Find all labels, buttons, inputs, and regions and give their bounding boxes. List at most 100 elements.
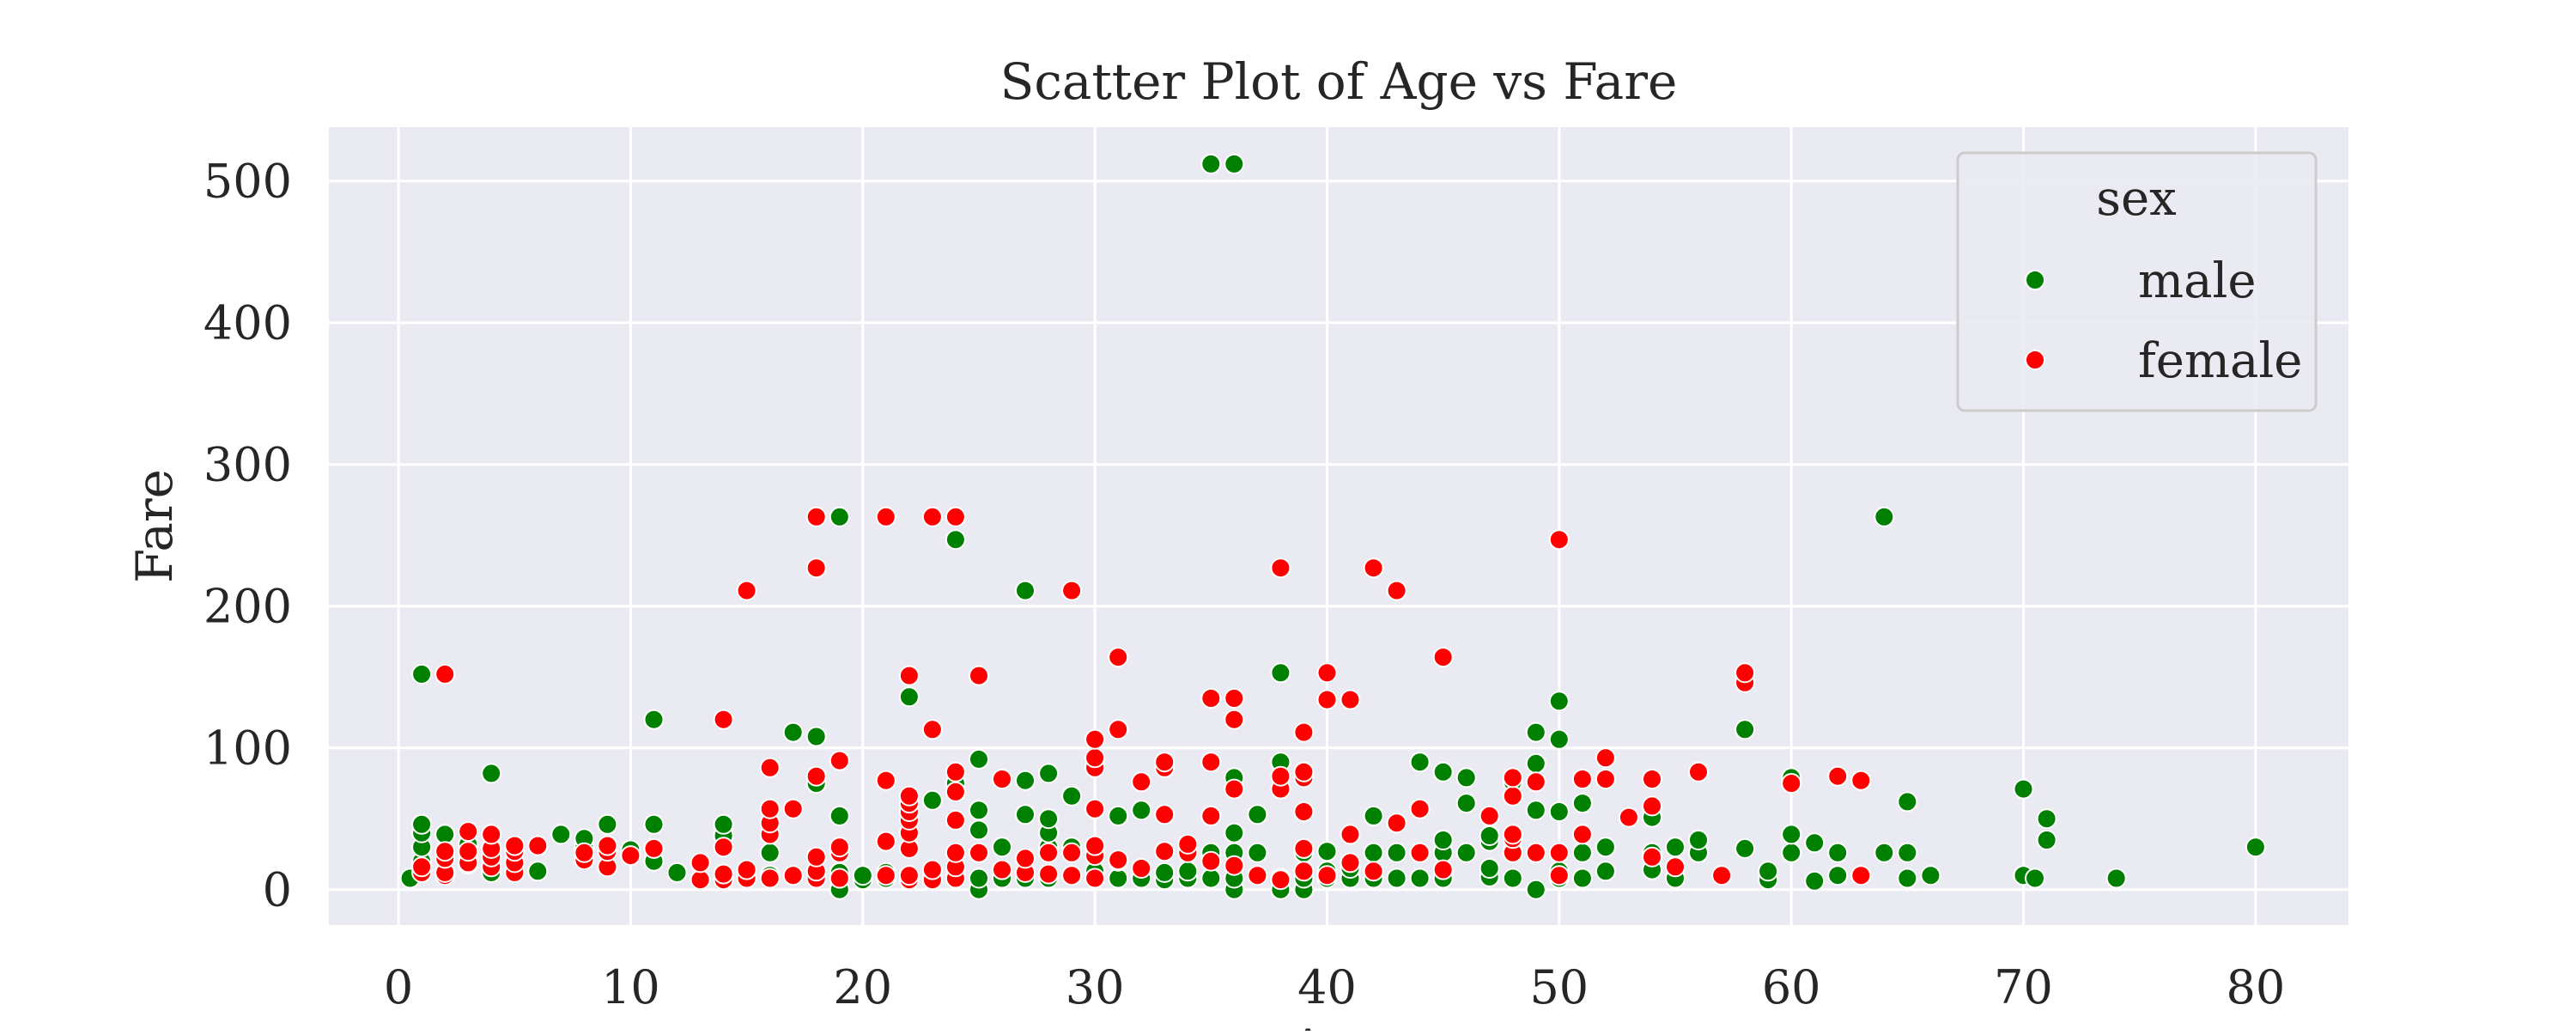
data-point xyxy=(1363,861,1384,882)
data-point xyxy=(1293,861,1315,882)
data-point xyxy=(1618,807,1639,828)
y-tick-label: 500 xyxy=(204,155,292,209)
legend-marker xyxy=(2025,350,2045,370)
data-point xyxy=(1247,804,1268,825)
data-point xyxy=(690,852,711,874)
data-point xyxy=(1061,865,1083,886)
data-point xyxy=(1200,805,1222,826)
data-point xyxy=(1920,865,1941,886)
data-point xyxy=(1827,842,1849,863)
data-point xyxy=(875,506,896,527)
data-point xyxy=(1270,557,1291,579)
data-point xyxy=(1455,842,1477,863)
data-point xyxy=(759,868,781,889)
data-point xyxy=(852,865,873,886)
data-point xyxy=(1502,824,1523,845)
data-point xyxy=(1711,865,1733,886)
data-point xyxy=(1548,529,1570,551)
data-point xyxy=(1688,761,1709,782)
data-point xyxy=(2013,778,2034,800)
data-point xyxy=(1015,770,1036,791)
data-point xyxy=(1270,869,1291,891)
y-tick-label: 100 xyxy=(204,721,292,776)
data-point xyxy=(992,859,1012,880)
data-point xyxy=(1154,804,1176,825)
x-tick-label: 30 xyxy=(1066,960,1125,1014)
legend-items: male female xyxy=(2025,253,2302,389)
data-point xyxy=(666,861,688,883)
data-point xyxy=(1224,822,1245,843)
data-point xyxy=(1642,769,1662,789)
data-point xyxy=(736,580,757,601)
data-point xyxy=(1038,863,1060,885)
data-point xyxy=(1525,879,1546,900)
data-point xyxy=(1409,752,1431,773)
data-point xyxy=(1548,865,1570,886)
data-point xyxy=(1571,769,1593,789)
data-point xyxy=(1200,850,1222,872)
data-points xyxy=(399,153,2266,900)
data-point xyxy=(1224,688,1245,709)
data-point xyxy=(1293,837,1315,859)
data-point xyxy=(1061,842,1083,863)
data-point xyxy=(1386,580,1407,601)
data-point xyxy=(481,763,502,784)
data-point xyxy=(969,819,989,841)
data-point xyxy=(898,865,920,886)
data-point xyxy=(898,686,920,708)
x-tick-label: 80 xyxy=(2227,960,2286,1014)
data-point xyxy=(1804,832,1826,854)
data-point xyxy=(1455,767,1477,788)
legend-title: sex xyxy=(2096,171,2176,227)
data-point xyxy=(992,769,1012,789)
y-axis-label: Fare xyxy=(125,469,184,583)
data-point xyxy=(969,800,989,821)
data-point xyxy=(1409,798,1431,819)
data-point xyxy=(481,824,502,845)
data-point xyxy=(458,821,479,843)
data-point xyxy=(829,805,850,826)
data-point xyxy=(1804,870,1826,892)
data-point xyxy=(875,770,896,791)
data-point xyxy=(713,863,734,885)
data-point xyxy=(945,781,966,802)
data-point xyxy=(1154,861,1176,883)
data-point xyxy=(945,761,966,782)
data-point xyxy=(1548,728,1570,750)
data-point xyxy=(1200,752,1222,773)
data-point xyxy=(945,809,966,831)
data-point xyxy=(1084,868,1106,889)
data-point xyxy=(1340,824,1361,845)
data-point xyxy=(921,789,943,811)
data-point xyxy=(1316,689,1338,710)
data-point xyxy=(1432,761,1454,782)
data-point xyxy=(643,837,665,859)
data-point xyxy=(1363,557,1384,579)
data-point xyxy=(805,765,827,787)
data-point xyxy=(1827,765,1849,787)
data-point xyxy=(620,845,641,867)
data-point xyxy=(434,841,456,862)
data-point xyxy=(829,506,850,527)
data-point xyxy=(1502,767,1523,788)
data-point xyxy=(921,859,943,880)
data-point xyxy=(1479,805,1500,826)
data-point xyxy=(1177,833,1199,855)
data-point xyxy=(1850,770,1872,791)
data-point xyxy=(921,506,943,527)
data-point xyxy=(1247,842,1268,863)
data-point xyxy=(1758,861,1779,882)
data-point xyxy=(1735,662,1756,684)
data-point xyxy=(1131,858,1152,879)
data-point xyxy=(527,861,549,882)
data-point xyxy=(1363,805,1384,826)
data-point xyxy=(969,868,989,889)
data-point xyxy=(945,529,966,551)
data-point xyxy=(1015,848,1036,869)
data-point xyxy=(1293,721,1315,743)
data-point xyxy=(969,748,989,770)
data-point xyxy=(1897,791,1918,813)
data-point xyxy=(759,798,781,819)
x-tick-label: 10 xyxy=(601,960,660,1014)
